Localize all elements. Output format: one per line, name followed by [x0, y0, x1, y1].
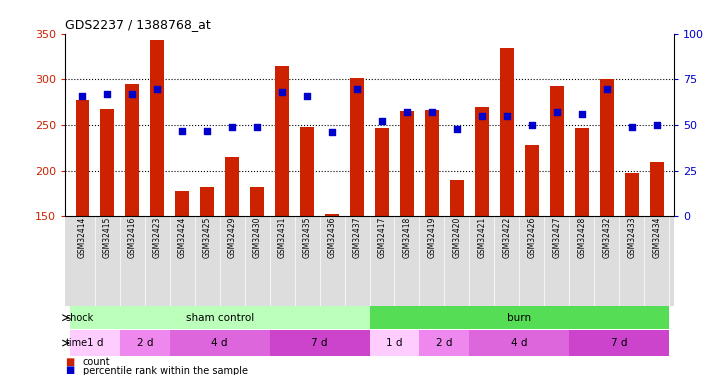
Text: 2 d: 2 d [136, 338, 153, 348]
Text: 1 d: 1 d [386, 338, 403, 348]
Point [276, 89, 288, 95]
Point [426, 109, 438, 115]
Bar [70, 330, 120, 356]
Text: sham control: sham control [185, 313, 254, 323]
Bar [575, 128, 588, 216]
Bar [76, 100, 89, 216]
Point [127, 91, 138, 97]
Text: ■: ■ [65, 357, 74, 367]
Text: GDS2237 / 1388768_at: GDS2237 / 1388768_at [65, 18, 211, 31]
Point [601, 86, 612, 92]
Bar [375, 128, 389, 216]
Bar [425, 110, 439, 216]
Point [376, 118, 388, 124]
Point [151, 86, 163, 92]
Bar [250, 187, 264, 216]
Bar [475, 107, 489, 216]
Text: ■: ■ [65, 366, 74, 375]
Bar [270, 330, 370, 356]
Bar [550, 86, 564, 216]
Bar [570, 330, 669, 356]
Bar [600, 80, 614, 216]
Point [177, 128, 188, 134]
Point [327, 129, 338, 135]
Bar [275, 66, 289, 216]
Bar [369, 306, 669, 329]
Point [476, 113, 487, 119]
Text: 7 d: 7 d [311, 338, 328, 348]
Point [76, 93, 88, 99]
Bar [125, 84, 139, 216]
Bar [325, 213, 339, 216]
Point [551, 109, 562, 115]
Bar [420, 330, 469, 356]
Bar [100, 109, 114, 216]
Point [626, 124, 637, 130]
Bar [300, 127, 314, 216]
Text: burn: burn [508, 313, 531, 323]
Text: 1 d: 1 d [87, 338, 103, 348]
Text: 2 d: 2 d [436, 338, 453, 348]
Bar [151, 40, 164, 216]
Point [226, 124, 238, 130]
Text: percentile rank within the sample: percentile rank within the sample [83, 366, 248, 375]
Point [576, 111, 588, 117]
Bar [469, 330, 570, 356]
Text: 4 d: 4 d [211, 338, 228, 348]
Point [501, 113, 513, 119]
Text: shock: shock [66, 313, 94, 323]
Bar [70, 306, 370, 329]
Text: count: count [83, 357, 110, 367]
Point [301, 93, 313, 99]
Bar [169, 330, 270, 356]
Point [201, 128, 213, 134]
Point [451, 126, 463, 132]
Bar [650, 162, 663, 216]
Bar [500, 48, 513, 216]
Text: time: time [66, 338, 87, 348]
Text: 7 d: 7 d [611, 338, 627, 348]
Point [102, 91, 113, 97]
Text: 4 d: 4 d [511, 338, 528, 348]
Bar [400, 111, 414, 216]
Bar [369, 330, 420, 356]
Bar [175, 191, 189, 216]
Bar [450, 180, 464, 216]
Bar [350, 78, 364, 216]
Point [252, 124, 263, 130]
Point [351, 86, 363, 92]
Point [651, 122, 663, 128]
Bar [525, 145, 539, 216]
Bar [120, 330, 169, 356]
Point [526, 122, 538, 128]
Bar [200, 187, 214, 216]
Bar [226, 157, 239, 216]
Bar [625, 173, 639, 216]
Point [401, 109, 412, 115]
